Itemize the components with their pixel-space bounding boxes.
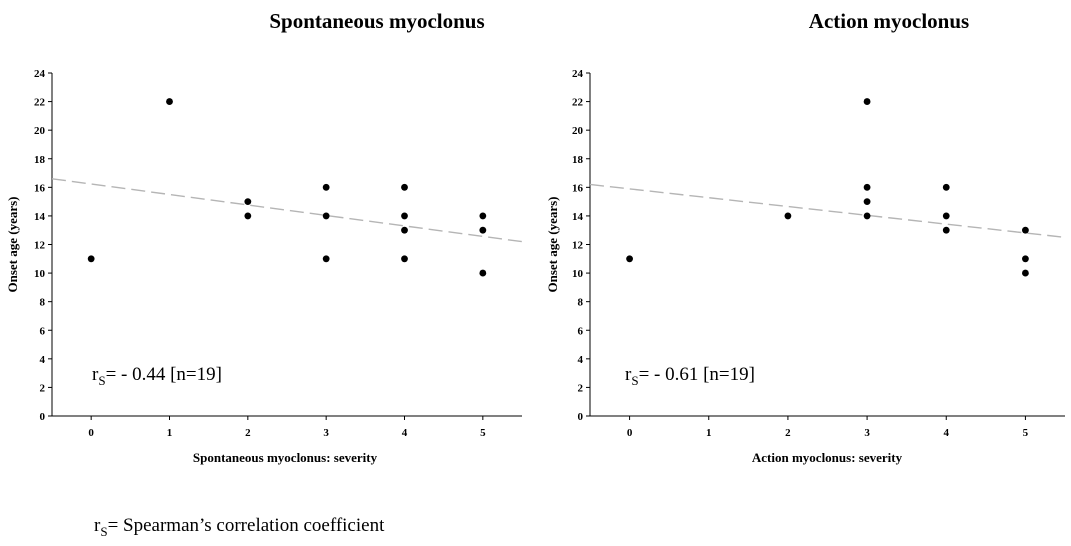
x-tick-label: 0: [88, 427, 94, 439]
data-point: [166, 98, 173, 105]
y-tick-label: 6: [578, 325, 584, 337]
chart-panel-0: Spontaneous myoclonus0246810121416182022…: [5, 9, 523, 465]
y-tick-label: 0: [578, 411, 584, 423]
data-point: [401, 226, 408, 234]
x-tick-label: 2: [785, 427, 791, 439]
annotation-subscript: S: [98, 373, 105, 388]
data-point: [401, 183, 408, 191]
data-point: [1022, 226, 1029, 234]
x-tick-label: 4: [944, 427, 950, 439]
y-tick-label: 22: [34, 97, 46, 109]
data-point: [1022, 255, 1029, 263]
data-point: [863, 98, 871, 105]
annotation-text: = - 0.61 [n=19]: [639, 364, 755, 385]
data-point: [479, 269, 487, 277]
x-tick-label: 5: [1023, 427, 1029, 439]
footnote: rS= Spearman’s correlation coefficient: [94, 515, 384, 540]
data-point: [322, 255, 330, 263]
footnote-subscript: S: [100, 524, 108, 539]
y-tick-label: 4: [40, 354, 46, 366]
annotation-symbol: r: [92, 364, 99, 385]
trend-line: [589, 183, 1066, 239]
data-point: [1022, 269, 1029, 277]
data-point: [479, 212, 487, 220]
footnote-symbol: r: [94, 515, 101, 536]
x-tick-label: 4: [402, 427, 408, 439]
y-tick-label: 4: [578, 354, 584, 366]
x-tick-label: 1: [167, 427, 173, 439]
data-point: [244, 198, 252, 206]
x-tick-label: 3: [864, 427, 870, 439]
data-point: [863, 212, 871, 220]
y-tick-label: 2: [40, 382, 46, 394]
x-axis-label: Spontaneous myoclonus: severity: [193, 450, 378, 465]
chart-title: Action myoclonus: [809, 9, 969, 33]
data-point: [87, 255, 95, 263]
y-tick-label: 22: [572, 97, 584, 109]
data-point: [401, 212, 408, 220]
y-tick-label: 12: [34, 240, 46, 252]
annotation-symbol: r: [625, 364, 632, 385]
y-tick-label: 24: [572, 68, 584, 80]
y-tick-label: 20: [572, 125, 584, 137]
trend-line: [51, 178, 523, 243]
data-point: [322, 183, 330, 191]
data-point: [244, 212, 252, 220]
data-point: [784, 212, 792, 220]
x-tick-label: 0: [627, 427, 633, 439]
data-point: [626, 255, 633, 263]
y-tick-label: 14: [572, 211, 584, 223]
data-point: [942, 183, 950, 191]
chart-title: Spontaneous myoclonus: [269, 9, 484, 33]
x-tick-label: 5: [480, 427, 486, 439]
y-tick-label: 10: [34, 268, 46, 280]
data-point: [479, 226, 487, 234]
data-point: [863, 183, 871, 191]
x-tick-label: 2: [245, 427, 251, 439]
x-tick-label: 1: [706, 427, 712, 439]
y-tick-label: 18: [34, 154, 46, 166]
x-axis-label: Action myoclonus: severity: [752, 450, 903, 465]
data-point: [401, 255, 408, 263]
data-point: [942, 226, 950, 234]
annotation-text: = - 0.44 [n=19]: [106, 364, 222, 385]
x-tick-label: 3: [323, 427, 329, 439]
y-tick-label: 8: [40, 297, 46, 309]
correlation-annotation: rS= - 0.61 [n=19]: [625, 364, 755, 388]
y-tick-label: 16: [572, 182, 584, 194]
y-tick-label: 20: [34, 125, 46, 137]
data-point: [322, 212, 330, 220]
y-tick-label: 18: [572, 154, 584, 166]
y-tick-label: 10: [572, 268, 584, 280]
y-tick-label: 2: [578, 382, 584, 394]
y-tick-label: 0: [40, 411, 46, 423]
data-point: [863, 198, 871, 206]
footnote-text: = Spearman’s correlation coefficient: [107, 515, 385, 536]
y-tick-label: 12: [572, 240, 584, 252]
y-axis-label: Onset age (years): [5, 196, 20, 292]
y-axis-label: Onset age (years): [545, 196, 560, 292]
annotation-subscript: S: [631, 373, 638, 388]
y-tick-label: 8: [578, 297, 584, 309]
y-tick-label: 6: [40, 325, 46, 337]
data-point: [942, 212, 950, 220]
y-tick-label: 14: [34, 211, 46, 223]
y-tick-label: 24: [34, 68, 46, 80]
correlation-annotation: rS= - 0.44 [n=19]: [92, 364, 222, 388]
y-tick-label: 16: [34, 182, 46, 194]
